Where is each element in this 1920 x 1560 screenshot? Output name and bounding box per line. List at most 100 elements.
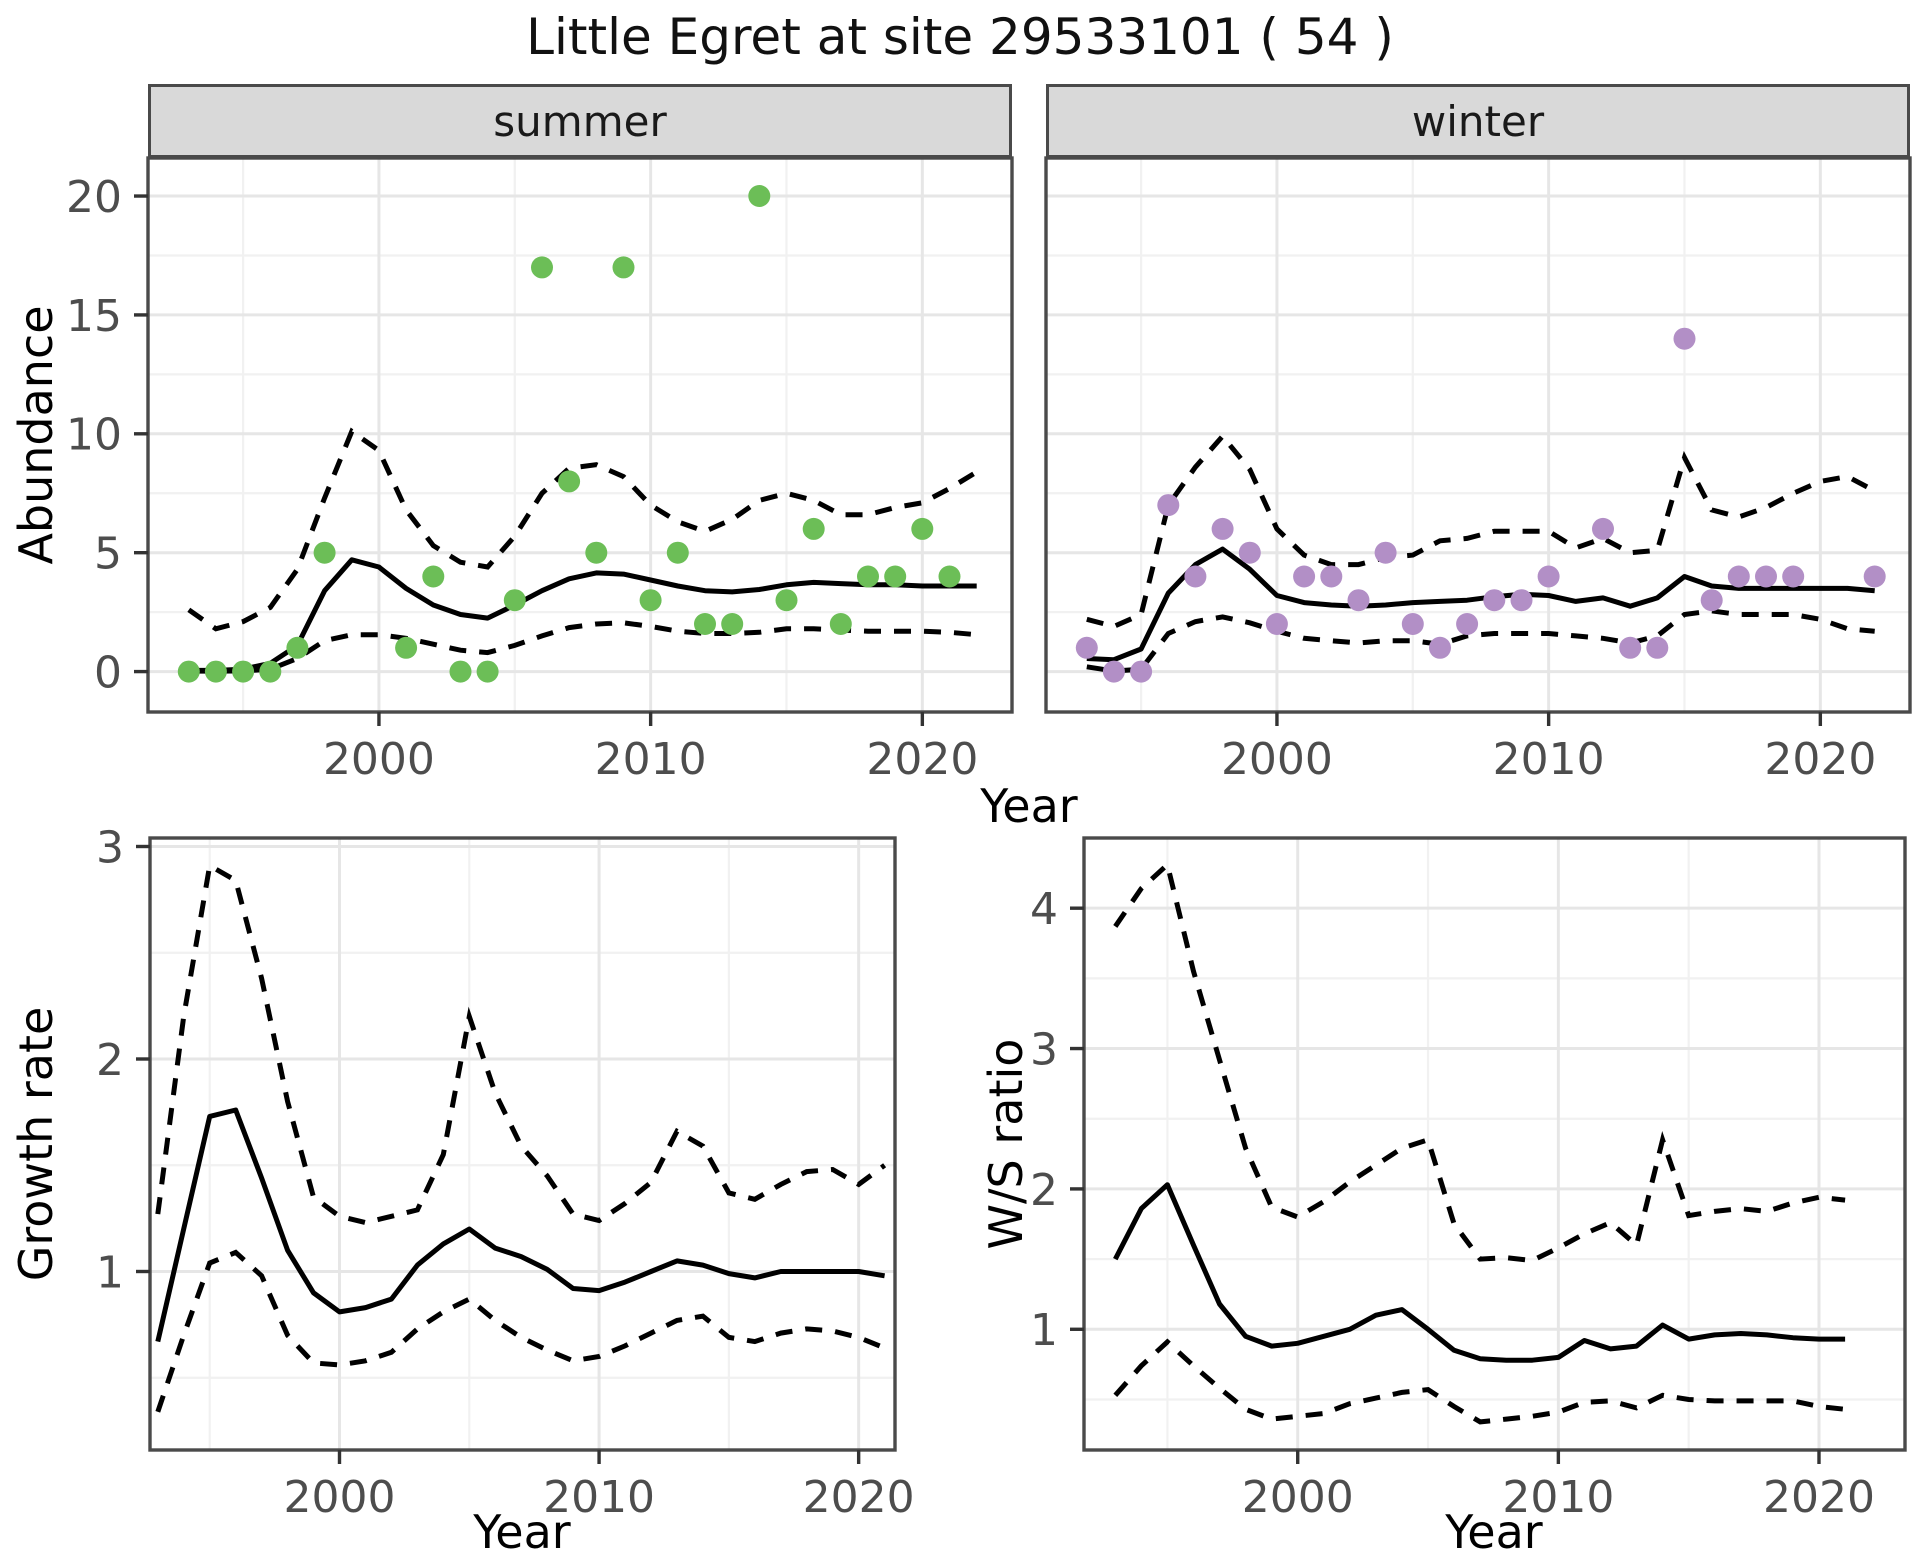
abundance-winter-mean-line [1086,546,1875,663]
abundance-winter-point [1320,565,1343,588]
abundance-summer-point [666,541,689,564]
chart-title: Little Egret at site 29533101 ( 54 ) [526,8,1394,66]
abundance-summer-y-tick-label: 20 [66,172,122,223]
abundance-summer-x-tick-label: 2000 [323,734,435,785]
growth-rate-y-tick-label: 2 [96,1035,124,1086]
abundance-winter-point [1483,589,1506,612]
abundance-summer-x-tick-label: 2010 [595,734,707,785]
abundance-summer-y-tick-label: 5 [94,529,122,580]
growth-rate-x-tick-label: 2000 [284,1472,396,1523]
facet-strip-summer: summer [148,84,1012,158]
abundance-summer-upper-ci-line [187,427,979,632]
abundance-winter-point [1075,636,1098,659]
ws-ratio-x-tick-label: 2010 [1502,1472,1614,1523]
top-year-axis-label: Year [980,779,1078,833]
abundance-winter-point [1592,517,1614,540]
ws-year-axis-label: Year [1445,1505,1543,1559]
abundance-summer-x-tick-label: 2020 [866,734,978,785]
abundance-winter-x-tick-label: 2010 [1493,734,1605,785]
abundance-winter-point [1510,589,1533,612]
abundance-winter-point [1863,565,1886,588]
abundance-summer-point [558,470,581,493]
abundance-summer-point [884,565,907,588]
growth-rate-mean-line [155,1107,886,1343]
abundance-winter-point [1755,565,1777,588]
abundance-winter-panel: 2000 2010 2020 [1044,156,1912,785]
abundance-summer-point [232,660,255,683]
abundance-summer-point [694,613,716,635]
growth-rate-y-tick-label: 3 [96,822,124,873]
abundance-summer-point [639,589,662,612]
abundance-summer-panel: 2000 2010 2020 0 5 10 15 20 [66,156,1014,785]
abundance-winter-point [1673,327,1696,350]
abundance-winter-point [1782,565,1805,588]
ws-ratio-axis-label: W/S ratio [979,1038,1033,1250]
ws-ratio-mean-line [1113,1182,1846,1363]
abundance-summer-y-tick-label: 15 [66,291,122,342]
growth-rate-upper-ci-line [155,861,887,1226]
abundance-summer-point [857,565,879,588]
facet-strip-winter: winter [1046,84,1910,158]
ws-ratio-y-tick-label: 3 [1030,1024,1058,1075]
abundance-winter-lower-ci-line [1086,608,1875,674]
abundance-axis-label: Abundance [9,305,63,565]
abundance-summer-point [775,589,798,612]
abundance-summer-point [259,660,282,683]
abundance-winter-point [1727,565,1750,588]
abundance-winter-x-tick-label: 2020 [1764,734,1876,785]
abundance-winter-point [1184,565,1207,588]
abundance-summer-mean-line [188,557,977,673]
abundance-winter-point [1293,565,1316,588]
abundance-summer-point [802,517,825,540]
ws-ratio-y-tick-label: 1 [1030,1305,1058,1356]
abundance-summer-point [476,660,499,683]
ws-ratio-panel: 2000 2010 2020 1 2 3 4 [1030,836,1907,1523]
abundance-winter-point [1537,565,1560,588]
abundance-summer-point [938,565,961,588]
abundance-winter-point [1157,494,1180,517]
abundance-winter-point [1429,636,1451,659]
abundance-winter-point [1700,589,1723,612]
abundance-summer-point [911,517,934,540]
abundance-winter-point [1646,636,1669,659]
abundance-winter-point [1401,613,1424,635]
ws-ratio-x-tick-label: 2000 [1242,1472,1354,1523]
abundance-winter-point [1456,613,1479,635]
ws-ratio-y-tick-label: 2 [1030,1165,1058,1216]
abundance-summer-y-tick-label: 10 [66,410,122,461]
abundance-summer-point [313,541,336,564]
abundance-summer-point [422,565,445,588]
abundance-winter-upper-ci-line [1086,432,1876,630]
facet-strip-summer-label: summer [493,96,667,146]
growth-rate-x-tick-label: 2010 [543,1472,655,1523]
abundance-summer-point [748,185,771,207]
abundance-winter-point [1238,541,1261,564]
abundance-summer-y-tick-label: 0 [94,647,122,698]
abundance-summer-point [204,660,227,683]
ws-ratio-lower-ci-line [1113,1338,1846,1425]
abundance-winter-point [1347,589,1370,612]
ws-ratio-x-tick-label: 2020 [1763,1472,1875,1523]
abundance-winter-point [1130,660,1153,683]
growth-rate-x-tick-label: 2020 [803,1472,915,1523]
abundance-winter-point [1211,517,1234,540]
abundance-summer-point [531,256,553,279]
growth-rate-axis-label: Growth rate [9,1006,63,1282]
abundance-winter-point [1619,636,1642,659]
growth-rate-panel: 2000 2010 2020 1 2 3 [96,822,915,1523]
abundance-summer-point [449,660,472,683]
abundance-winter-point [1102,660,1125,683]
abundance-winter-point [1265,613,1288,635]
abundance-summer-point [503,589,526,612]
abundance-summer-point [612,256,635,279]
ws-ratio-upper-ci-line [1113,860,1846,1264]
growth-year-axis-label: Year [473,1505,571,1559]
abundance-summer-point [395,636,418,659]
abundance-summer-point [177,660,200,683]
ws-ratio-y-tick-label: 4 [1030,884,1058,935]
abundance-summer-point [585,541,608,564]
abundance-summer-point [721,613,744,635]
facet-strip-winter-label: winter [1411,96,1545,146]
